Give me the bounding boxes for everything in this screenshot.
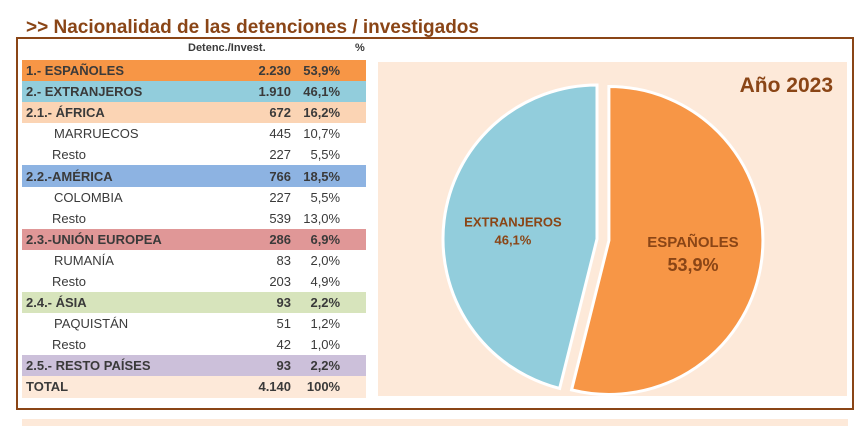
- chart-title: Año 2023: [739, 74, 833, 97]
- row-percent: 46,1%: [303, 84, 341, 100]
- row-percent: 10,7%: [303, 126, 341, 142]
- table-row: 2.1.- ÁFRICA 672 16,2%: [22, 102, 366, 124]
- row-value: 83: [276, 252, 292, 268]
- row-label: Resto: [52, 337, 86, 353]
- row-percent: 100%: [306, 379, 341, 395]
- pie-label-españoles: ESPAÑOLES: [647, 233, 738, 251]
- content-frame: [16, 38, 854, 410]
- bottom-band: [22, 419, 848, 426]
- row-label: TOTAL: [26, 379, 69, 395]
- row-value: 227: [269, 147, 292, 163]
- pie-slice-españoles: [569, 84, 765, 396]
- column-header-count: Detenc./Invest.: [188, 42, 266, 54]
- table-row: 2.4.- ÁSIA 93 2,2%: [22, 292, 366, 314]
- row-padding: [340, 187, 366, 208]
- row-padding: [340, 144, 366, 165]
- row-padding: [340, 102, 366, 123]
- row-padding: [340, 334, 366, 355]
- row-percent: 18,5%: [303, 168, 341, 184]
- row-label: MARRUECOS: [54, 126, 139, 142]
- table-row: 2.- EXTRANJEROS 1.910 46,1%: [22, 81, 366, 103]
- table-row: TOTAL 4.140 100%: [22, 376, 366, 398]
- row-label: Resto: [52, 273, 86, 289]
- row-percent: 5,5%: [310, 189, 341, 205]
- row-label: 2.3.-UNIÓN EUROPEA: [26, 231, 162, 247]
- table-row: 2.3.-UNIÓN EUROPEA 286 6,9%: [22, 228, 366, 250]
- row-padding: [340, 208, 366, 229]
- row-padding: [340, 292, 366, 313]
- column-header-pct: %: [355, 42, 365, 54]
- table-row: MARRUECOS 445 10,7%: [22, 123, 366, 144]
- row-padding: [340, 355, 366, 376]
- row-value: 51: [276, 316, 292, 332]
- row-label: Resto: [52, 210, 86, 226]
- row-value: 766: [269, 168, 292, 184]
- row-label: 2.2.-AMÉRICA: [26, 168, 113, 184]
- row-percent: 2,2%: [310, 358, 341, 374]
- table-row: RUMANÍA 83 2,0%: [22, 250, 366, 271]
- nationality-table: 1.- ESPAÑOLES 2.230 53,9% 2.- EXTRANJEROS 1.…: [22, 60, 366, 398]
- pie-label-extranjeros: EXTRANJEROS: [464, 215, 562, 230]
- pie-chart-panel: Año 2023 ESPAÑOLES 53,9% EXTRANJEROS 46,1%: [378, 62, 847, 396]
- row-label: 2.- EXTRANJEROS: [26, 84, 143, 100]
- table-row: Resto 227 5,5%: [22, 144, 366, 165]
- row-value: 539: [269, 210, 292, 226]
- row-percent: 16,2%: [303, 105, 341, 121]
- row-padding: [340, 60, 366, 81]
- pie-value-españoles: 53,9%: [667, 255, 718, 275]
- title-underline: [16, 37, 854, 39]
- table-row: 2.2.-AMÉRICA 766 18,5%: [22, 165, 366, 187]
- row-padding: [340, 229, 366, 250]
- row-padding: [340, 81, 366, 102]
- pie-chart: ESPAÑOLES 53,9% EXTRANJEROS 46,1%: [441, 83, 765, 396]
- table-row: Resto 203 4,9%: [22, 271, 366, 292]
- row-value: 203: [269, 273, 292, 289]
- pie-slice-extranjeros: [441, 83, 599, 391]
- row-percent: 6,9%: [310, 231, 341, 247]
- table-row: Resto 539 13,0%: [22, 208, 366, 229]
- row-padding: [340, 123, 366, 144]
- table-row: COLOMBIA 227 5,5%: [22, 187, 366, 208]
- row-label: RUMANÍA: [54, 252, 114, 268]
- table-row: 2.5.- RESTO PAÍSES 93 2,2%: [22, 355, 366, 377]
- row-percent: 4,9%: [310, 273, 341, 289]
- row-percent: 5,5%: [310, 147, 341, 163]
- row-percent: 2,0%: [310, 252, 341, 268]
- row-percent: 2,2%: [310, 295, 341, 311]
- row-label: COLOMBIA: [54, 189, 123, 205]
- row-padding: [340, 165, 366, 186]
- row-value: 227: [269, 189, 292, 205]
- row-padding: [340, 271, 366, 292]
- row-value: 2.230: [258, 63, 292, 79]
- row-value: 42: [276, 337, 292, 353]
- row-value: 93: [276, 358, 292, 374]
- row-label: Resto: [52, 147, 86, 163]
- row-value: 93: [276, 295, 292, 311]
- row-value: 1.910: [258, 84, 292, 100]
- table-row: PAQUISTÁN 51 1,2%: [22, 313, 366, 334]
- row-value: 286: [269, 231, 292, 247]
- row-percent: 1,2%: [310, 316, 341, 332]
- row-padding: [340, 376, 366, 397]
- table-row: Resto 42 1,0%: [22, 334, 366, 355]
- row-value: 672: [269, 105, 292, 121]
- row-label: 2.1.- ÁFRICA: [26, 105, 105, 121]
- row-percent: 13,0%: [303, 210, 341, 226]
- row-percent: 1,0%: [310, 337, 341, 353]
- table-row: 1.- ESPAÑOLES 2.230 53,9%: [22, 60, 366, 82]
- row-percent: 53,9%: [303, 63, 341, 79]
- row-label: 2.5.- RESTO PAÍSES: [26, 358, 151, 374]
- row-value: 445: [269, 126, 292, 142]
- row-value: 4.140: [258, 379, 292, 395]
- row-padding: [340, 313, 366, 334]
- row-label: 1.- ESPAÑOLES: [26, 63, 125, 79]
- row-label: PAQUISTÁN: [54, 316, 129, 332]
- row-label: 2.4.- ÁSIA: [26, 295, 87, 311]
- page-title: >> Nacionalidad de las detenciones / inv…: [26, 17, 479, 38]
- pie-value-extranjeros: 46,1%: [494, 233, 531, 248]
- row-padding: [340, 250, 366, 271]
